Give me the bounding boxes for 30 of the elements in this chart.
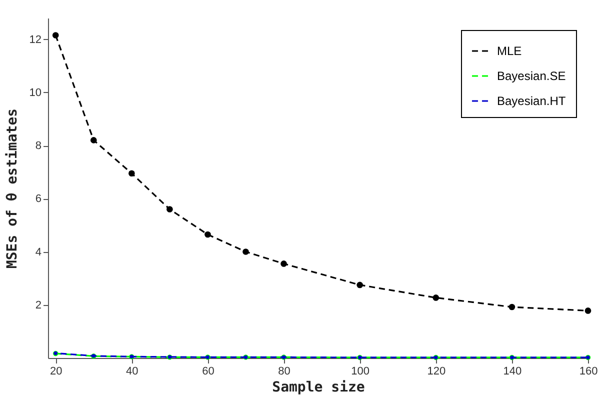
x-tick-label: 40	[126, 366, 138, 378]
point	[508, 304, 516, 310]
x-tick-label: 80	[278, 366, 290, 378]
point	[90, 137, 97, 144]
y-tick-label: 2	[35, 299, 42, 312]
x-axis-title: Sample size	[272, 380, 365, 396]
y-tick-label: 12	[29, 34, 42, 46]
x-tick-label: 120	[427, 366, 446, 378]
point	[356, 282, 363, 288]
y-tick-label: 10	[29, 86, 42, 99]
point	[128, 170, 135, 177]
x-tick-label: 100	[351, 366, 370, 378]
legend-label: MLE	[497, 44, 522, 58]
point	[242, 248, 249, 255]
legend-label: Bayesian.SE	[497, 69, 566, 83]
point	[204, 231, 211, 238]
point	[584, 308, 592, 314]
y-axis-title: MSEs of θ estimates	[4, 108, 20, 269]
legend-label: Bayesian.HT	[497, 94, 566, 108]
point	[432, 294, 440, 301]
point	[166, 206, 173, 212]
y-tick-label: 6	[35, 193, 42, 206]
x-tick-label: 140	[503, 366, 522, 378]
x-tick-label: 60	[202, 366, 214, 378]
point	[52, 32, 59, 38]
y-tick-label: 8	[35, 140, 42, 152]
x-tick-label: 160	[579, 366, 598, 378]
x-tick-label: 20	[50, 366, 62, 378]
point	[280, 260, 287, 267]
y-tick-label: 4	[35, 246, 42, 258]
